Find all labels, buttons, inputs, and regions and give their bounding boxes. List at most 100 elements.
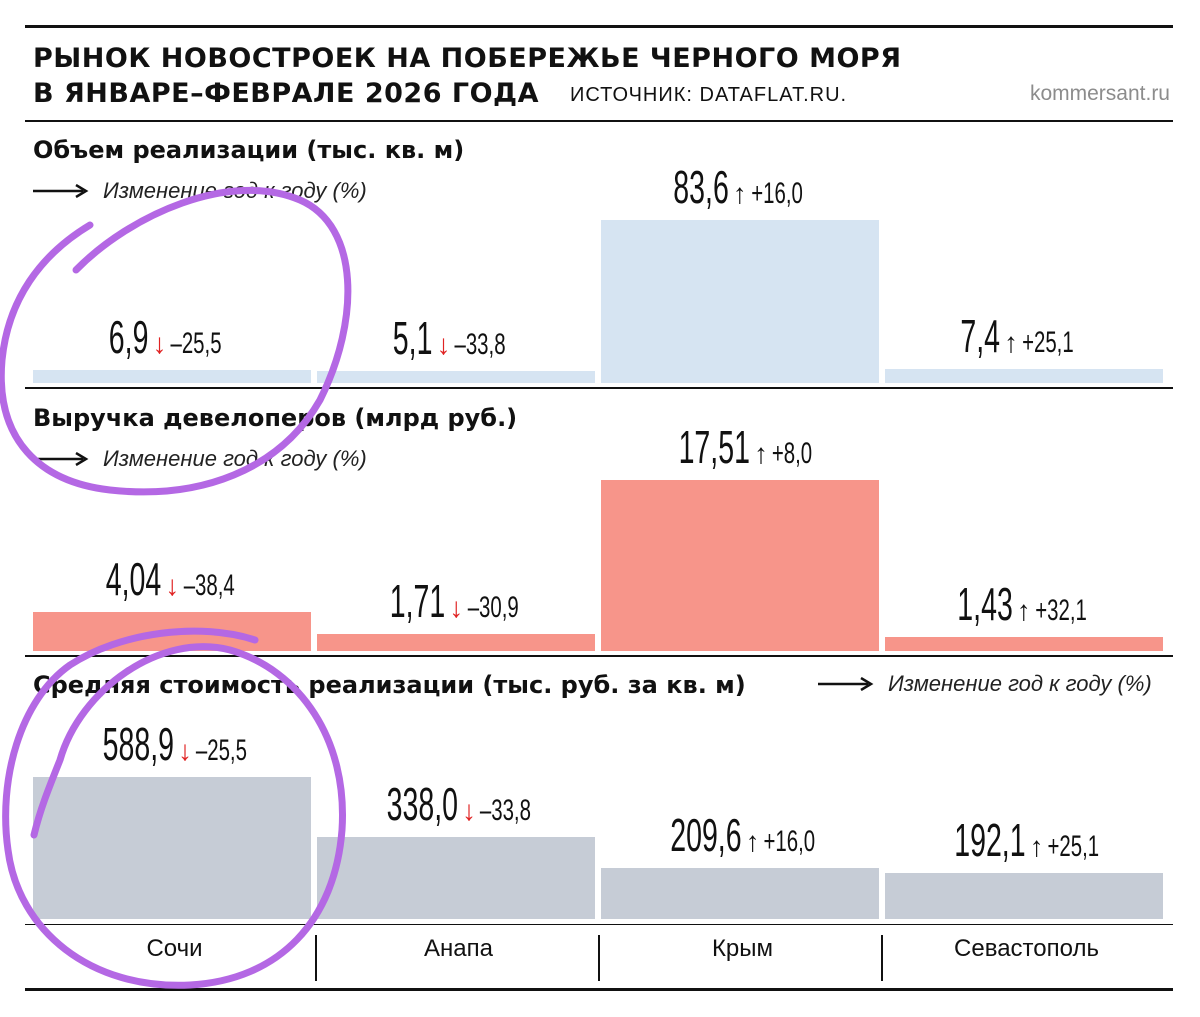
header-rule [25, 120, 1173, 122]
data-label-volume-2: 83,6 ↑ +16,0 [653, 160, 826, 214]
arrow-down-icon: ↓ [178, 735, 193, 766]
change-label: ↓ –33,8 [462, 794, 555, 828]
change-label: ↓ –25,5 [178, 734, 271, 768]
value-label: 588,9 [102, 718, 175, 770]
bar-volume-3 [885, 369, 1163, 383]
value-label: 4,04 [105, 553, 162, 605]
arrow-down-icon: ↓ [165, 570, 180, 601]
data-label-volume-3: 7,4 ↑ +25,1 [950, 309, 1098, 363]
data-label-volume-0: 6,9 ↓ –25,5 [98, 310, 245, 364]
change-value: –30,9 [467, 591, 519, 624]
bar-price-1 [317, 837, 595, 919]
category-label-anapa: Анапа [424, 935, 493, 962]
bar-revenue-3 [885, 637, 1163, 651]
value-label: 338,0 [386, 778, 459, 830]
panel-rule [25, 387, 1173, 389]
value-label: 83,6 [673, 161, 729, 213]
source-note: ИСТОЧНИК: DATAFLAT.RU. [570, 84, 848, 106]
arrow-down-icon: ↓ [449, 592, 464, 623]
panel-title-revenue: Выручка девелоперов (млрд руб.) [33, 404, 518, 432]
value-label: 6,9 [108, 311, 149, 363]
change-label: ↑ +25,1 [1030, 830, 1124, 864]
data-label-revenue-3: 1,43 ↑ +32,1 [937, 577, 1110, 631]
change-label: ↑ +32,1 [1017, 594, 1111, 628]
chart-title-line1: РЫНОК НОВОСТРОЕК НА ПОБЕРЕЖЬЕ ЧЕРНОГО МО… [33, 43, 902, 74]
long-arrow-icon [818, 677, 874, 691]
bar-volume-1 [317, 371, 595, 383]
brand-link[interactable]: kommersant.ru [1029, 82, 1170, 105]
bottom-rule [25, 988, 1173, 991]
change-value: –33,8 [480, 794, 532, 827]
bar-revenue-0 [33, 612, 311, 651]
legend-label: Изменение год к году (%) [103, 178, 367, 203]
change-value: –25,5 [196, 734, 248, 767]
category-rule [25, 924, 1173, 925]
bar-price-3 [885, 873, 1163, 919]
arrow-up-icon: ↑ [1016, 595, 1031, 626]
value-label: 209,6 [670, 809, 742, 861]
value-label: 192,1 [954, 814, 1026, 866]
arrow-down-icon: ↓ [462, 795, 477, 826]
change-value: +8,0 [771, 437, 813, 470]
change-label: ↑ +16,0 [746, 825, 840, 859]
value-label: 1,43 [957, 578, 1013, 630]
change-value: +32,1 [1034, 594, 1087, 627]
change-value: –38,4 [183, 569, 235, 602]
bar-revenue-1 [317, 634, 595, 651]
arrow-up-icon: ↑ [732, 178, 747, 209]
legend-label: Изменение год к году (%) [888, 671, 1152, 696]
value-label: 17,51 [678, 421, 750, 473]
bar-price-2 [601, 868, 879, 919]
change-label: ↑ +8,0 [754, 437, 831, 471]
arrow-up-icon: ↑ [1029, 831, 1044, 862]
data-label-price-1: 338,0 ↓ –33,8 [357, 777, 555, 831]
category-label-sochi: Сочи [146, 935, 203, 962]
change-label: ↓ –30,9 [449, 591, 542, 625]
value-label: 7,4 [960, 310, 1001, 362]
data-label-revenue-0: 4,04 ↓ –38,4 [86, 552, 259, 606]
bar-volume-2 [601, 220, 879, 383]
value-label: 5,1 [392, 312, 433, 364]
bar-volume-0 [33, 370, 311, 383]
bar-price-0 [33, 777, 311, 919]
panel-rule [25, 655, 1173, 657]
arrow-down-icon: ↓ [152, 328, 167, 359]
change-value: +16,0 [763, 825, 816, 858]
legend-volume: Изменение год к году (%) [33, 178, 367, 204]
arrow-down-icon: ↓ [436, 329, 451, 360]
category-divider [315, 935, 317, 981]
data-label-price-0: 588,9 ↓ –25,5 [73, 717, 271, 771]
long-arrow-icon [33, 184, 89, 198]
change-value: +25,1 [1022, 326, 1074, 359]
category-divider [881, 935, 883, 981]
change-value: –25,5 [170, 327, 222, 360]
data-label-price-2: 209,6 ↑ +16,0 [640, 808, 839, 862]
chart-title-line2: В ЯНВАРЕ–ФЕВРАЛЕ 2026 ГОДА [33, 78, 539, 109]
change-label: ↑ +16,0 [733, 177, 827, 211]
category-label-crimea: Крым [711, 935, 774, 962]
data-label-price-3: 192,1 ↑ +25,1 [924, 813, 1123, 867]
change-label: ↓ –25,5 [152, 327, 245, 361]
legend-revenue: Изменение год к году (%) [33, 446, 367, 472]
category-label-sevastopol: Севастополь [954, 935, 1099, 962]
change-label: ↓ –38,4 [165, 569, 258, 603]
long-arrow-icon [33, 452, 89, 466]
panel-title-price: Средняя стоимость реализации (тыс. руб. … [33, 671, 746, 699]
category-divider [598, 935, 600, 981]
data-label-volume-1: 5,1 ↓ –33,8 [382, 311, 529, 365]
value-label: 1,71 [389, 575, 446, 627]
change-value: –33,8 [454, 328, 506, 361]
legend-label: Изменение год к году (%) [103, 446, 367, 471]
legend-price: Изменение год к году (%) [818, 671, 1152, 697]
change-value: +16,0 [750, 177, 803, 210]
arrow-up-icon: ↑ [753, 438, 768, 469]
arrow-up-icon: ↑ [745, 826, 760, 857]
change-label: ↑ +25,1 [1004, 326, 1098, 360]
data-label-revenue-1: 1,71 ↓ –30,9 [370, 574, 543, 628]
panel-title-volume: Объем реализации (тыс. кв. м) [33, 136, 465, 164]
change-label: ↓ –33,8 [436, 328, 529, 362]
change-value: +25,1 [1047, 830, 1100, 863]
top-rule [25, 25, 1173, 28]
bar-revenue-2 [601, 480, 879, 651]
data-label-revenue-2: 17,51 ↑ +8,0 [649, 420, 831, 474]
